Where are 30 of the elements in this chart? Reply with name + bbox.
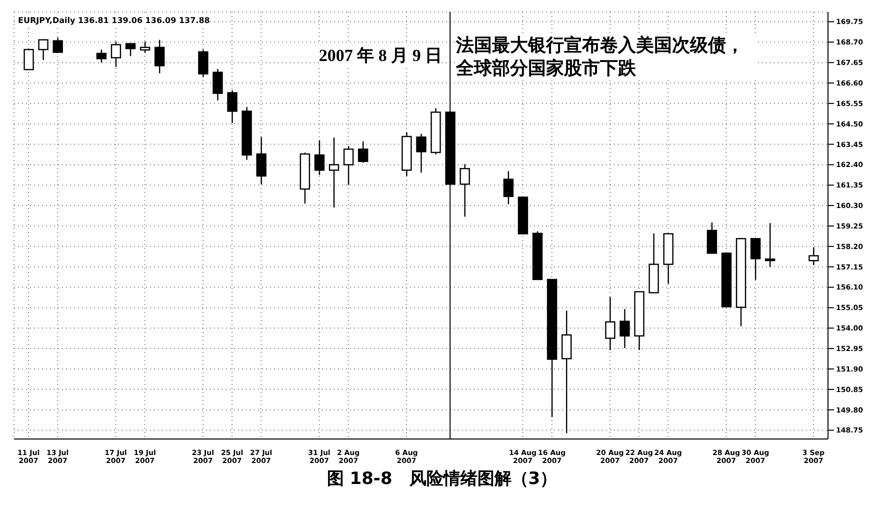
- candlestick: [24, 48, 34, 70]
- candlestick: [706, 222, 718, 254]
- candlestick: [328, 136, 340, 208]
- candlestick: [808, 246, 819, 266]
- candlestick: [620, 308, 630, 349]
- annotation: 法国最大银行宣布卷入美国次级债，全球部分国家股市下跌: [456, 34, 756, 80]
- text: EURJPY,Daily 136.81 139.06 136.09 137.88: [18, 16, 210, 25]
- text: 图 18-8 风险情绪图解（3）: [326, 468, 558, 490]
- candlestick: [750, 238, 761, 280]
- candlestick: [314, 140, 325, 176]
- candlestick: [605, 296, 616, 351]
- candlestick: [764, 222, 776, 268]
- candlestick: [460, 164, 470, 218]
- candlestick: [125, 43, 136, 57]
- candlestick: [358, 140, 368, 164]
- candlestick: [343, 145, 354, 186]
- candlestick: [110, 40, 122, 68]
- candlestick: [96, 48, 107, 64]
- candlestick: [198, 48, 208, 78]
- candlestick: [38, 38, 48, 61]
- candlestick: [227, 90, 238, 124]
- candlestick: [52, 37, 63, 54]
- candlestick: [561, 310, 572, 434]
- annotation: 2007 年 8 月 9 日: [318, 44, 442, 67]
- candlestick: [212, 68, 223, 102]
- candlestick: [503, 170, 514, 205]
- candlestick: [140, 40, 150, 54]
- candlestick: [154, 39, 165, 74]
- candlestick: [256, 136, 266, 185]
- candlestick: [416, 133, 426, 174]
